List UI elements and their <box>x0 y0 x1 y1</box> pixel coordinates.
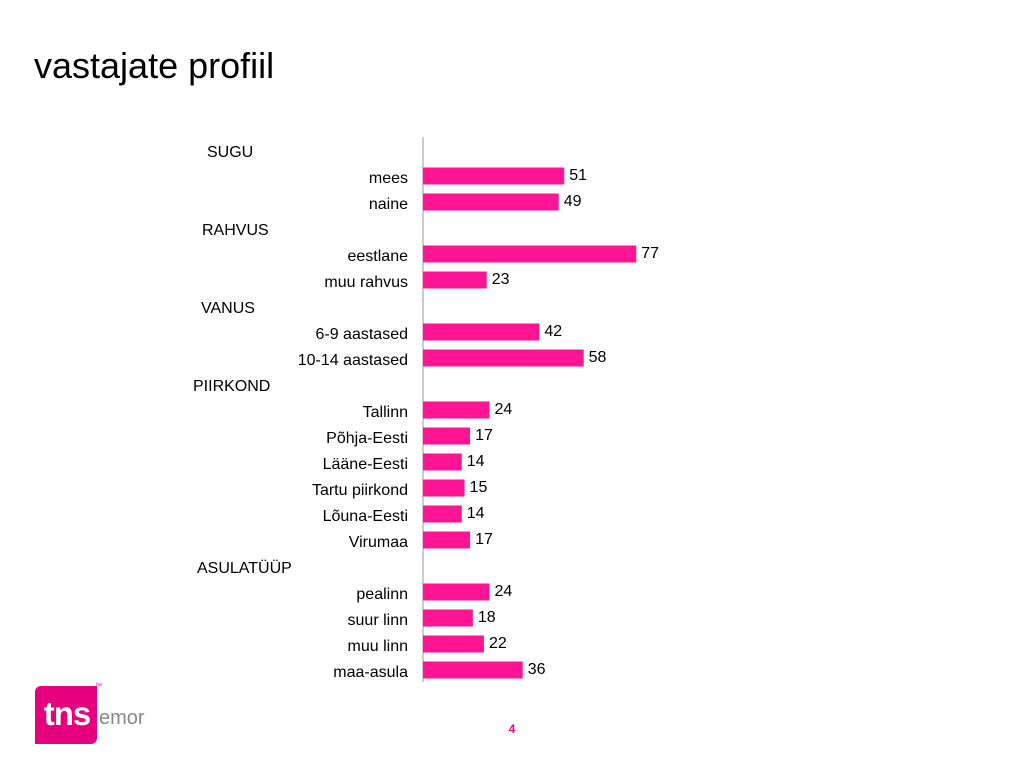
data-label: 22 <box>489 635 507 652</box>
category-label: muu linn <box>348 638 408 655</box>
bar <box>423 193 559 211</box>
data-label: 14 <box>467 505 485 522</box>
data-label: 24 <box>494 583 512 600</box>
group-label: ASULATÜÜP <box>197 559 292 577</box>
data-label: 23 <box>492 271 510 288</box>
bar <box>423 427 471 445</box>
category-label: Lääne-Eesti <box>323 456 408 473</box>
bar <box>423 349 584 367</box>
category-label: Tallinn <box>363 404 408 421</box>
data-label: 17 <box>475 427 493 444</box>
category-label: pealinn <box>356 586 408 603</box>
data-label: 17 <box>475 531 493 548</box>
bar <box>423 583 490 601</box>
bar <box>423 635 484 653</box>
page-title: vastajate profiil <box>34 45 275 86</box>
bar <box>423 167 565 185</box>
category-label: mees <box>369 170 408 187</box>
bar <box>423 531 471 549</box>
data-label: 15 <box>470 479 488 496</box>
group-label: VANUS <box>201 300 255 317</box>
category-label: suur linn <box>348 612 408 629</box>
logo-text: tns <box>43 695 92 732</box>
category-label: Virumaa <box>349 534 408 551</box>
category-label: Lõuna-Eesti <box>323 508 408 525</box>
data-label: 18 <box>478 609 496 626</box>
data-label: 77 <box>641 245 659 262</box>
data-label: 24 <box>494 401 512 418</box>
data-label: 49 <box>564 193 582 210</box>
bar <box>423 609 473 627</box>
data-label: 58 <box>589 349 607 366</box>
category-label: 10-14 aastased <box>298 352 408 369</box>
category-label: Põhja-Eesti <box>326 430 408 447</box>
data-label: 14 <box>467 453 485 470</box>
data-label: 42 <box>544 323 562 340</box>
tns-emor-logo: tns ™ emor <box>35 683 145 746</box>
group-label: PIIRKOND <box>193 378 270 395</box>
bar <box>423 271 487 289</box>
logo-box <box>35 686 97 744</box>
bar <box>423 479 465 497</box>
group-label: RAHVUS <box>202 222 269 239</box>
data-label: 36 <box>528 661 546 678</box>
bar <box>423 505 462 523</box>
bar <box>423 245 637 263</box>
category-label: muu rahvus <box>324 274 408 291</box>
category-label: Tartu piirkond <box>312 482 408 499</box>
bar <box>423 323 540 341</box>
category-label: eestlane <box>348 248 409 265</box>
category-label: 6-9 aastased <box>315 326 408 343</box>
bar <box>423 661 523 679</box>
category-label: naine <box>369 196 408 213</box>
logo-trademark: ™ <box>95 683 102 690</box>
category-label: maa-asula <box>333 664 408 681</box>
bar <box>423 453 462 471</box>
group-label: SUGU <box>207 144 253 161</box>
bar <box>423 401 490 419</box>
data-label: 51 <box>569 167 587 184</box>
logo-suffix: emor <box>99 707 145 729</box>
page-number: 4 <box>508 722 516 736</box>
